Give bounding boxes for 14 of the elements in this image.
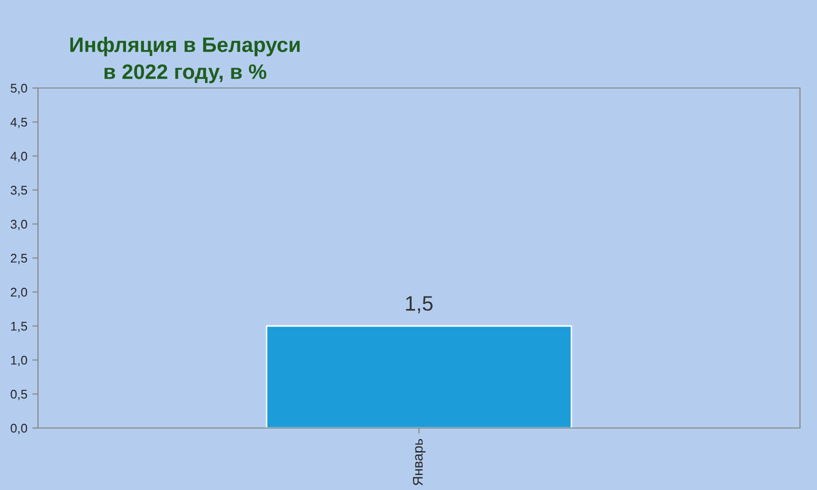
- y-tick-label: 1,5: [11, 322, 28, 332]
- y-tick-label: 0,5: [10, 390, 28, 400]
- y-tick-label: 5,0: [10, 84, 28, 94]
- y-tick-label: 3,5: [10, 186, 28, 196]
- y-tick-label: 1,0: [11, 356, 28, 366]
- y-tick-label: 2,0: [10, 288, 28, 298]
- chart-title: Инфляция в Беларуси в 2022 году, в %: [70, 36, 300, 84]
- y-tick-label: 2,5: [10, 254, 28, 264]
- y-tick-label: 0,0: [10, 424, 28, 434]
- y-tick-label: 3,0: [10, 220, 28, 230]
- data-label: 1,5: [406, 296, 433, 314]
- x-tick-label: Январь: [413, 438, 426, 486]
- y-tick-label: 4,5: [10, 118, 28, 128]
- y-tick-label: 4,0: [10, 152, 28, 162]
